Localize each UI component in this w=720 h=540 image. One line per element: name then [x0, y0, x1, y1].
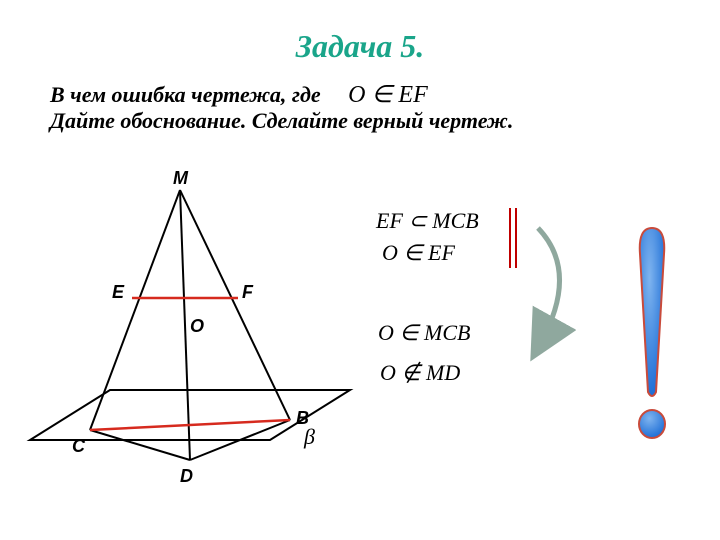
label-F: F	[242, 282, 253, 303]
label-C: C	[72, 436, 85, 457]
page-title: Задача 5.	[0, 28, 720, 65]
label-B: B	[296, 408, 309, 429]
exclamation-icon	[622, 224, 682, 454]
edge-CD	[90, 430, 190, 460]
problem-line1: В чем ошибка чертежа, где O ∈ EF	[50, 80, 428, 109]
edge-MC	[90, 190, 180, 430]
formula-3: O ∈ MCB	[378, 320, 471, 346]
problem-line1-text: В чем ошибка чертежа, где	[50, 82, 321, 107]
formula-2: O ∈ EF	[382, 240, 455, 266]
edge-MB	[180, 190, 290, 420]
label-O: O	[190, 316, 204, 337]
label-E: E	[112, 282, 124, 303]
line-CB	[90, 420, 290, 430]
problem-line2: Дайте обоснование. Сделайте верный черте…	[50, 108, 513, 134]
bracket	[508, 206, 524, 272]
condition: O ∈ EF	[348, 82, 428, 108]
implication-arrow	[524, 222, 594, 362]
label-D: D	[180, 466, 193, 487]
label-M: M	[173, 168, 188, 189]
formula-1: EF ⊂ MCB	[376, 208, 479, 234]
formula-4: O ∉ MD	[380, 360, 460, 386]
edge-MD	[180, 190, 190, 460]
